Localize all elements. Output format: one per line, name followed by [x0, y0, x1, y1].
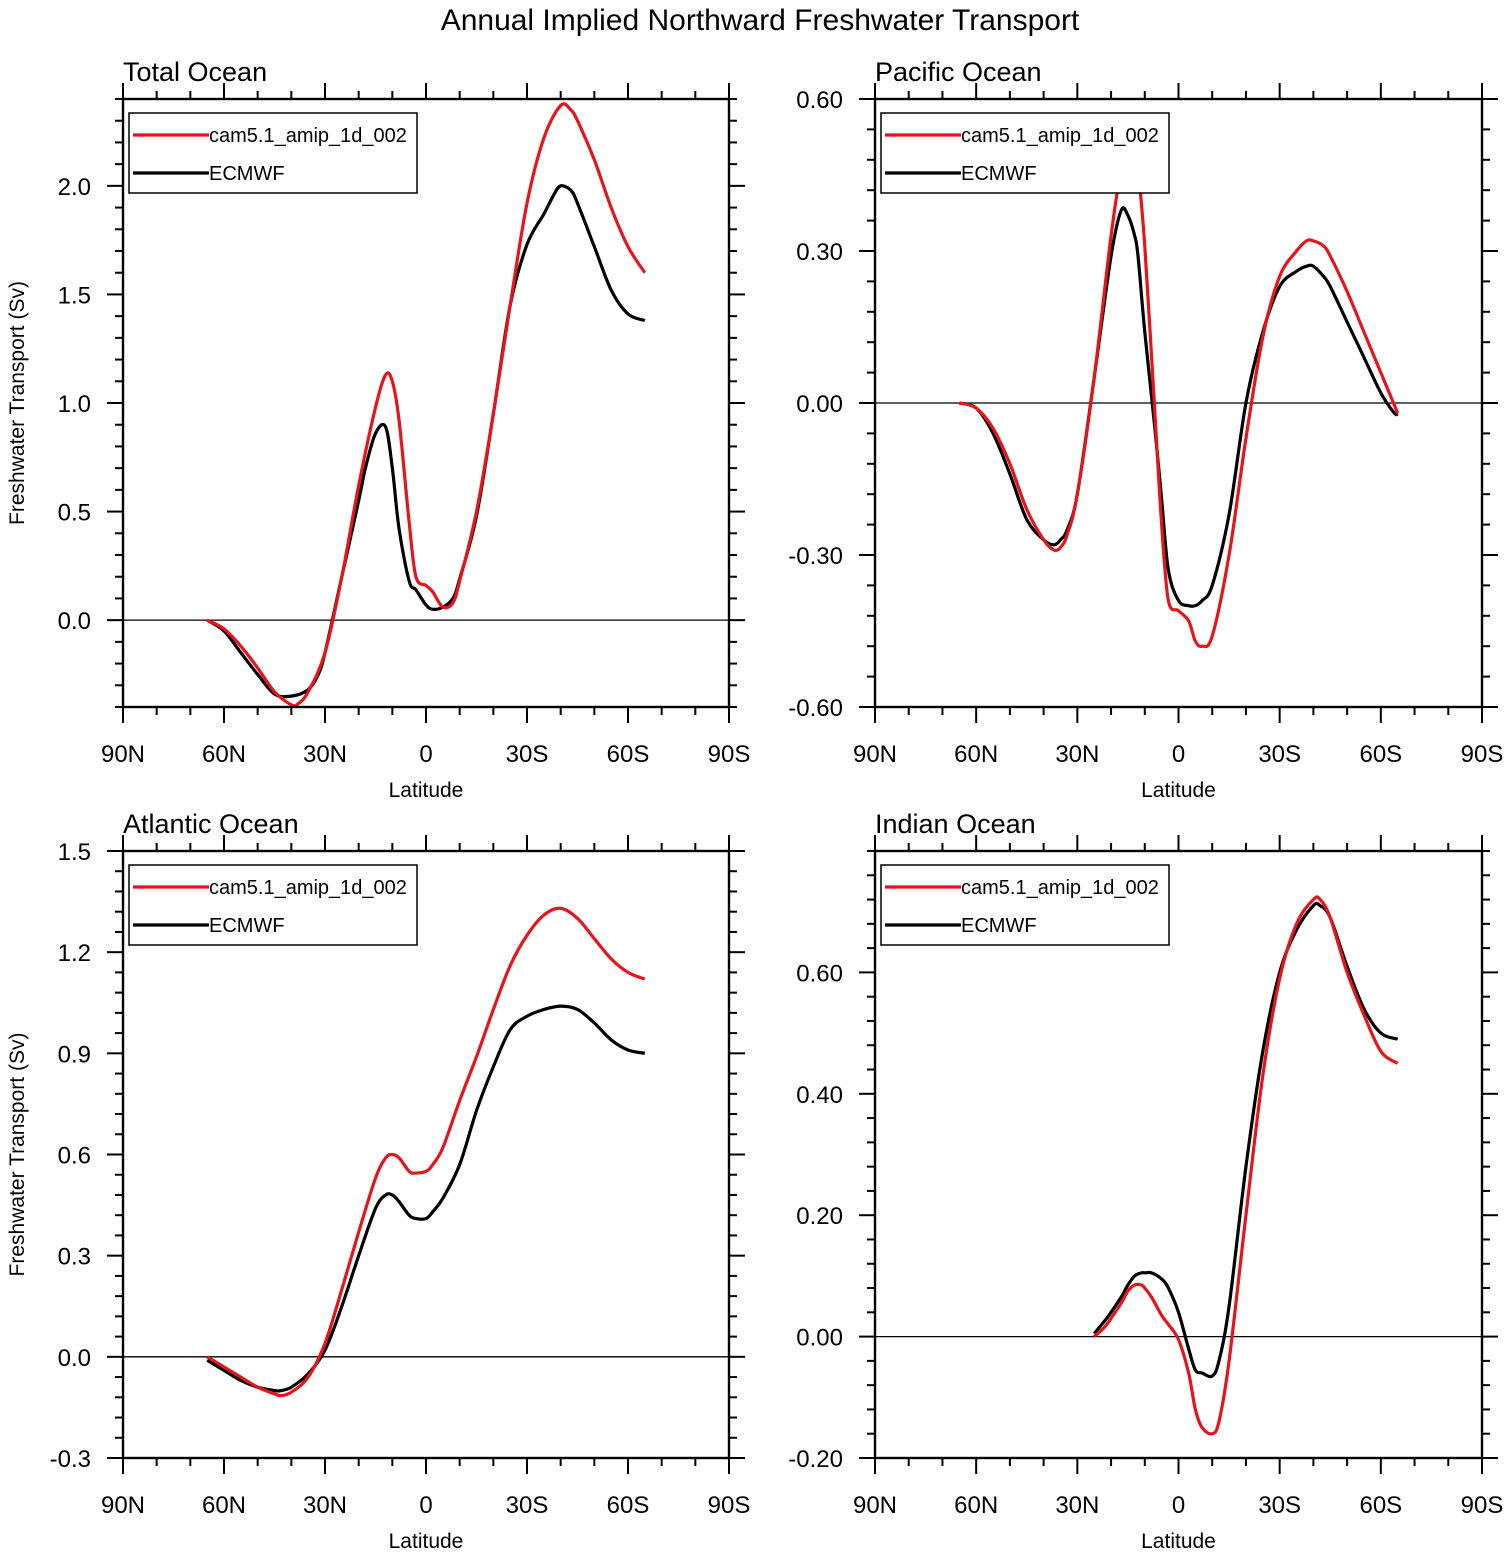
- legend: cam5.1_amip_1d_002 ECMWF: [128, 864, 418, 946]
- y-tick-label: 2.0: [58, 174, 91, 201]
- x-tick-label: 90N: [101, 1492, 145, 1519]
- y-tick-label: 1.5: [58, 282, 91, 309]
- panel-title: Total Ocean: [123, 57, 267, 87]
- y-tick-label: 0.60: [796, 960, 843, 987]
- x-tick-label: 0: [419, 1492, 432, 1519]
- legend-box: [880, 112, 1170, 194]
- panel-title: Indian Ocean: [875, 809, 1036, 839]
- y-tick-label: 0.60: [796, 87, 843, 114]
- x-tick-label: 60S: [1359, 741, 1402, 768]
- legend: cam5.1_amip_1d_002 ECMWF: [880, 864, 1170, 946]
- chart-panels: Total Ocean 90N 60N 30N 0 30S 60S 90S 0.0 0.5 1.0 1…: [6, 57, 1503, 1553]
- y-tick-label: -0.60: [788, 695, 843, 722]
- series-line-ecmwf: [206, 1004, 646, 1393]
- y-tick-label: 0.20: [796, 1203, 843, 1230]
- x-tick-label: 60S: [607, 1492, 650, 1519]
- plot-frame: [873, 849, 1484, 1460]
- x-tick-label: 60S: [1359, 1492, 1402, 1519]
- y-tick-label: 0.30: [796, 239, 843, 266]
- x-tick-label: 0: [1172, 1492, 1185, 1519]
- x-tick-label: 60S: [607, 741, 650, 768]
- legend-label: ECMWF: [209, 915, 285, 937]
- x-tick-label: 90N: [853, 741, 897, 768]
- chart-panel-1: Total Ocean 90N 60N 30N 0 30S 60S 90S 0.0 0.5 1.0 1…: [6, 57, 750, 802]
- legend-label: cam5.1_amip_1d_002: [961, 125, 1159, 147]
- x-axis-label: Latitude: [1141, 1530, 1216, 1553]
- y-tick-label: 1.0: [58, 391, 91, 418]
- panel-title: Pacific Ocean: [875, 57, 1042, 87]
- x-tick-label: 0: [419, 741, 432, 768]
- plot-frame: [121, 97, 731, 709]
- x-tick-label: 90S: [1461, 741, 1504, 768]
- x-tick-label: 60N: [202, 1492, 246, 1519]
- series-line-model: [206, 102, 647, 707]
- series-line-ecmwf: [958, 206, 1399, 608]
- x-axis-label: Latitude: [1141, 779, 1216, 802]
- series-line-model: [958, 151, 1400, 649]
- y-tick-label: 0.0: [58, 1345, 91, 1372]
- plot-frame: [121, 849, 731, 1460]
- y-tick-label: -0.3: [50, 1446, 91, 1473]
- figure-title: Annual Implied Northward Freshwater Tran…: [441, 4, 1080, 37]
- chart-panel-2: Pacific Ocean 90N 60N 30N 0 30S 60S 90S -0.60 -0.…: [788, 57, 1503, 802]
- legend-box: [128, 112, 418, 194]
- plot-frame: [873, 97, 1484, 709]
- x-tick-label: 0: [1172, 741, 1185, 768]
- x-tick-label: 30S: [506, 741, 549, 768]
- y-tick-label: 0.9: [58, 1041, 91, 1068]
- series-line-ecmwf: [1092, 901, 1399, 1379]
- x-tick-label: 90N: [853, 1492, 897, 1519]
- x-tick-label: 60N: [954, 1492, 998, 1519]
- y-tick-label: 0.5: [58, 500, 91, 527]
- x-tick-label: 30S: [1258, 741, 1301, 768]
- legend-label: cam5.1_amip_1d_002: [961, 877, 1159, 899]
- x-tick-label: 30N: [1055, 741, 1099, 768]
- legend: cam5.1_amip_1d_002 ECMWF: [128, 112, 418, 194]
- x-tick-label: 60N: [202, 741, 246, 768]
- y-tick-label: 0.0: [58, 608, 91, 635]
- y-axis-label: Freshwater Transport (Sv): [6, 281, 29, 525]
- series-line-model: [1093, 895, 1399, 1436]
- x-tick-label: 30S: [506, 1492, 549, 1519]
- x-tick-label: 30N: [1055, 1492, 1099, 1519]
- x-axis-label: Latitude: [389, 1530, 464, 1553]
- legend-box: [880, 864, 1170, 946]
- panel-title: Atlantic Ocean: [123, 809, 299, 839]
- y-tick-label: 0.00: [796, 1325, 843, 1352]
- x-tick-label: 30N: [303, 741, 347, 768]
- legend-label: ECMWF: [961, 915, 1037, 937]
- x-tick-label: 30N: [303, 1492, 347, 1519]
- x-axis-label: Latitude: [389, 779, 464, 802]
- legend: cam5.1_amip_1d_002 ECMWF: [880, 112, 1170, 194]
- y-tick-label: 0.00: [796, 391, 843, 418]
- chart-panel-3: Atlantic Ocean 90N 60N 30N 0 30S 60S 90S -0.3 0.0…: [6, 809, 750, 1553]
- y-tick-label: -0.20: [788, 1446, 843, 1473]
- y-tick-label: 0.6: [58, 1143, 91, 1170]
- series-line-model: [206, 906, 646, 1398]
- y-axis-label: Freshwater Transport (Sv): [6, 1033, 29, 1277]
- legend-label: cam5.1_amip_1d_002: [209, 877, 407, 899]
- x-tick-label: 90N: [101, 741, 145, 768]
- y-tick-label: 0.3: [58, 1244, 91, 1271]
- legend-label: ECMWF: [961, 163, 1037, 185]
- legend-label: ECMWF: [209, 163, 285, 185]
- x-tick-label: 90S: [708, 741, 751, 768]
- legend-box: [128, 864, 418, 946]
- y-tick-label: 0.40: [796, 1082, 843, 1109]
- x-tick-label: 60N: [954, 741, 998, 768]
- x-tick-label: 30S: [1258, 1492, 1301, 1519]
- legend-label: cam5.1_amip_1d_002: [209, 125, 407, 147]
- y-tick-label: 1.5: [58, 839, 91, 866]
- y-tick-label: 1.2: [58, 940, 91, 967]
- x-tick-label: 90S: [708, 1492, 751, 1519]
- chart-panel-4: Indian Ocean 90N 60N 30N 0 30S 60S 90S -0.20 0.00…: [788, 809, 1503, 1553]
- x-tick-label: 90S: [1461, 1492, 1504, 1519]
- y-tick-label: -0.30: [788, 543, 843, 570]
